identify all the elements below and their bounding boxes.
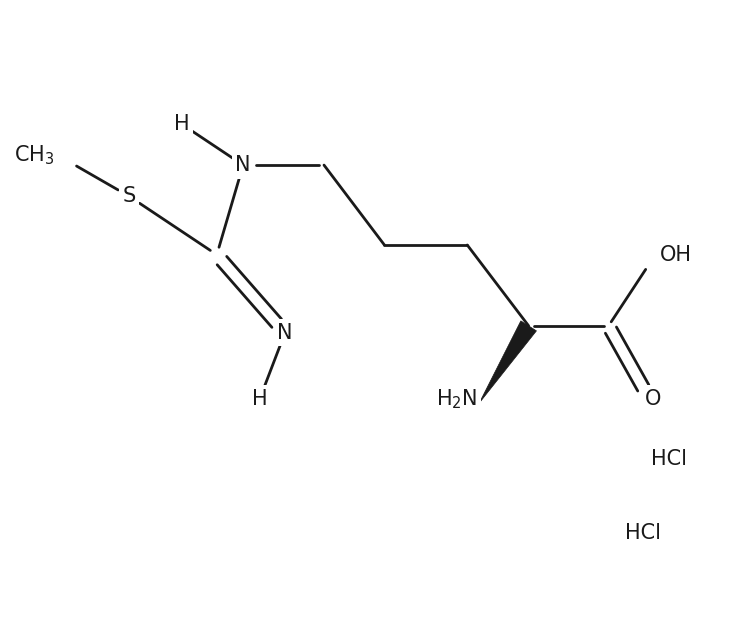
Text: CH$_3$: CH$_3$ <box>13 144 54 167</box>
Text: S: S <box>123 186 136 206</box>
Text: HCl: HCl <box>624 523 661 543</box>
Text: O: O <box>645 389 661 409</box>
Text: H$_2$N: H$_2$N <box>435 387 477 411</box>
Text: H: H <box>252 389 267 409</box>
Text: H: H <box>174 114 190 134</box>
Polygon shape <box>479 321 537 403</box>
Text: OH: OH <box>661 245 692 265</box>
Text: N: N <box>235 155 251 175</box>
Text: HCl: HCl <box>651 449 687 469</box>
Text: N: N <box>277 323 293 343</box>
